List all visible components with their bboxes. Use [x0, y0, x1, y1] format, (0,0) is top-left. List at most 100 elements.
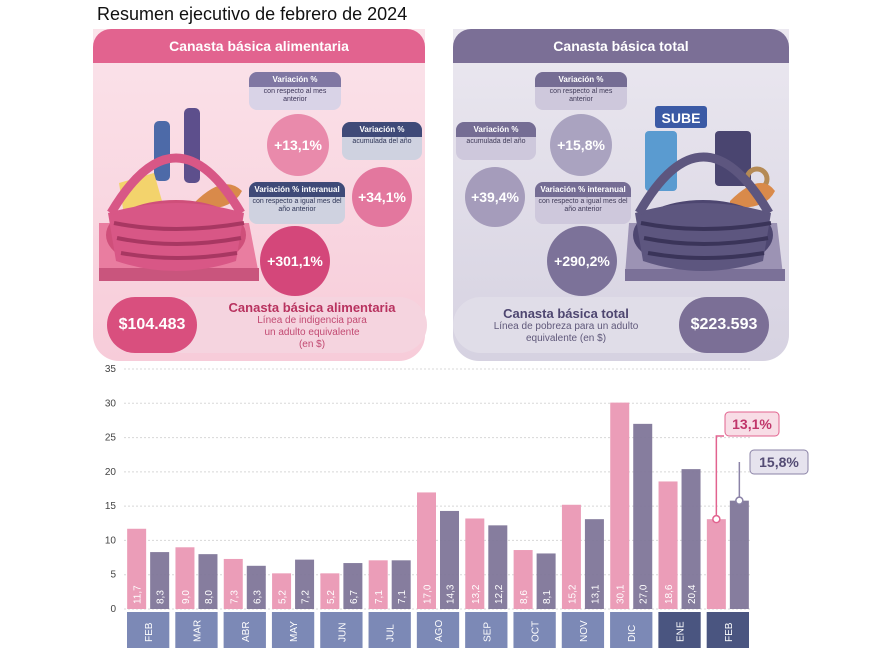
cba-bar	[127, 528, 147, 609]
callout-box	[749, 449, 809, 475]
bar-value-label: 7,2	[301, 590, 312, 604]
cba-bar	[417, 492, 436, 609]
cbt-bar	[584, 519, 604, 609]
bar-value-label: 27,0	[639, 584, 650, 604]
x-tick-label: SEP	[482, 622, 493, 642]
callout-box	[724, 411, 780, 437]
x-tick-label: MAR	[192, 620, 203, 642]
cba-var-interanual-value: +301,1%	[260, 226, 330, 296]
bar-value-label: 13,2	[471, 584, 482, 604]
cbt-bar	[440, 510, 459, 609]
x-category-box	[416, 612, 460, 648]
x-tick-label: JUL	[386, 624, 397, 642]
cbt-bar	[198, 554, 218, 609]
x-category-box	[513, 612, 556, 648]
y-tick-label: 30	[105, 398, 117, 409]
bar-value-label: 12,2	[494, 584, 505, 604]
bar-value-label: 6,7	[349, 590, 360, 604]
sube-card-label: SUBE	[662, 110, 701, 126]
monthly-variation-chart: 0 5 10 15 20 25 30 35 11,7 8,3 9,0 8,0 7,3 6,3 5,2 7,2…	[105, 364, 809, 648]
cba-bar	[658, 481, 678, 609]
cbt-price-bar: Canasta básica total Línea de pobreza pa…	[453, 297, 769, 353]
x-tick-label: OCT	[531, 621, 542, 642]
cbt-bar	[295, 559, 315, 609]
y-tick-label: 20	[105, 467, 117, 478]
cba-var-interanual-label: Variación % interanual con respecto a ig…	[249, 182, 345, 224]
bar-value-label: 5,2	[278, 590, 289, 604]
x-tick-label: FEB	[144, 622, 155, 642]
x-tick-label: JUN	[337, 623, 348, 642]
callout-label: 15,8%	[759, 454, 799, 470]
cbt-bar	[633, 423, 653, 609]
y-tick-label: 35	[105, 364, 117, 375]
x-category-box	[223, 612, 266, 648]
bar-value-label: 20,4	[687, 584, 698, 604]
x-tick-label: AGO	[434, 620, 445, 642]
x-tick-label: ENE	[676, 621, 687, 642]
cbt-price-subtitle: Línea de pobreza para un adulto equivale…	[493, 320, 639, 344]
cba-panel: Canasta básica alimentaria Variación % c…	[93, 29, 425, 361]
cbt-var-acumulada-value: +39,4%	[465, 167, 525, 227]
y-tick-label: 5	[110, 570, 116, 581]
cba-bar	[272, 573, 292, 609]
bar-value-label: 30,1	[616, 584, 627, 604]
x-tick-label: ABR	[241, 621, 252, 642]
bar-value-label: 5,2	[326, 590, 337, 604]
cbt-var-mensual-value: +15,8%	[550, 114, 612, 176]
bar-value-label: 7,1	[397, 590, 408, 604]
cbt-bar	[246, 565, 266, 609]
x-tick-label: MAY	[289, 621, 300, 642]
bar-value-label: 14,3	[446, 584, 457, 604]
cba-bar	[465, 518, 485, 609]
callout-label: 13,1%	[732, 416, 772, 432]
cba-bar	[561, 504, 581, 609]
y-tick-label: 15	[105, 501, 117, 512]
cba-bar	[368, 560, 388, 609]
cba-bar	[706, 519, 726, 609]
x-category-box	[127, 612, 170, 648]
cbt-bar	[729, 500, 749, 609]
cbt-bar	[488, 525, 508, 609]
cbt-bar	[343, 563, 363, 609]
x-category-box	[561, 612, 605, 648]
bar-value-label: 17,0	[423, 584, 434, 604]
x-category-box	[175, 612, 218, 648]
bar-value-label: 8,0	[204, 590, 215, 604]
cbt-var-interanual-value: +290,2%	[547, 226, 617, 296]
cba-panel-header: Canasta básica alimentaria	[93, 29, 425, 63]
cbt-bar	[536, 553, 556, 609]
bar-value-label: 8,1	[542, 590, 553, 604]
y-tick-label: 10	[105, 535, 117, 546]
x-category-box	[465, 612, 508, 648]
cbt-price-title: Canasta básica total	[503, 305, 629, 321]
x-tick-label: DIC	[627, 625, 638, 642]
x-tick-label: NOV	[579, 620, 590, 642]
cbt-bar	[391, 560, 411, 609]
y-tick-label: 25	[105, 433, 117, 444]
cba-bar	[320, 573, 340, 609]
page-title: Resumen ejecutivo de febrero de 2024	[97, 4, 408, 24]
cba-var-mensual-label: Variación % con respecto al mes anterior	[249, 72, 341, 110]
x-category-box	[610, 612, 653, 648]
cbt-bar	[150, 552, 170, 609]
cba-var-mensual-value: +13,1%	[267, 114, 329, 176]
cba-var-acumulada-label: Variación % acumulada del año	[342, 122, 422, 160]
cba-bar	[223, 558, 243, 609]
bar-value-label: 15,2	[567, 584, 578, 604]
bar-value-label: 7,1	[374, 590, 385, 604]
bar-value-label: 7,3	[229, 590, 240, 604]
x-category-box	[368, 612, 411, 648]
cba-price-bar: $104.483 Canasta básica alimentaria Líne…	[107, 297, 427, 353]
cbt-var-acumulada-label: Variación % acumulada del año	[456, 122, 536, 160]
cba-price-title: Canasta básica alimentaria	[228, 299, 396, 315]
cbt-price-value: $223.593	[679, 297, 769, 353]
total-basket-icon: SUBE	[625, 106, 785, 281]
bar-value-label: 6,3	[252, 590, 263, 604]
cba-bar	[175, 547, 195, 609]
cba-price-subtitle: Línea de indigencia para un adulto equiv…	[257, 314, 367, 350]
cbt-var-mensual-label: Variación % con respecto al mes anterior	[535, 72, 627, 110]
callout-marker	[735, 496, 744, 505]
bar-value-label: 8,6	[519, 590, 530, 604]
cbt-var-interanual-label: Variación % interanual con respecto a ig…	[535, 182, 631, 224]
bar-value-label: 18,6	[664, 584, 675, 604]
